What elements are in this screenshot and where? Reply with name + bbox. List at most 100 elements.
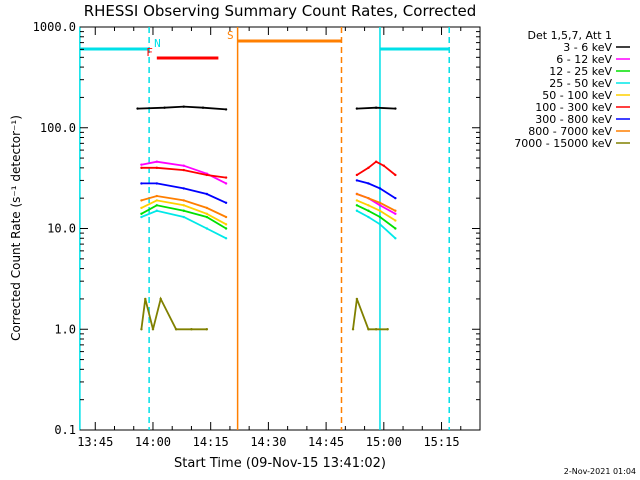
data-point-7-1-1 — [367, 196, 370, 200]
data-point-8-0-6 — [205, 328, 209, 331]
chart-title: RHESSI Observing Summary Count Rates, Co… — [84, 2, 477, 20]
legend-label-2: 12 - 25 keV — [549, 65, 612, 78]
data-point-4-0-0 — [140, 206, 143, 210]
data-point-5-1-1 — [367, 166, 370, 170]
x-tick-label-2: 14:15 — [193, 435, 229, 449]
data-point-5-0-2 — [182, 168, 185, 172]
data-point-4-1-3 — [394, 219, 397, 222]
data-point-8-0-4 — [174, 328, 178, 331]
y-axis-label: Corrected Count Rate (s⁻¹ detector⁻¹) — [9, 115, 23, 341]
data-point-4-1-2 — [378, 209, 382, 212]
series-line-0-0 — [137, 105, 227, 111]
legend-label-5: 100 - 300 keV — [535, 101, 612, 114]
data-point-1-1-2 — [378, 204, 382, 207]
data-point-8-0-3 — [159, 297, 162, 301]
data-point-3-0-3 — [205, 227, 209, 230]
data-point-3-0-2 — [182, 215, 185, 219]
data-point-0-1-1 — [374, 106, 378, 109]
data-point-8-0-1 — [144, 297, 147, 301]
data-point-6-1-3 — [394, 196, 397, 200]
data-point-1-0-2 — [182, 164, 185, 167]
data-point-2-1-1 — [367, 209, 370, 212]
series-line-6-1 — [356, 179, 396, 199]
legend-label-6: 300 - 800 keV — [535, 113, 612, 126]
series-lines — [136, 105, 397, 331]
axes: 0.1 1.0 10.0 100.0 1000.0 13:45 14:00 14:15 14:3… — [33, 20, 481, 449]
data-point-6-0-3 — [205, 192, 209, 196]
series-line-3-0 — [141, 209, 227, 240]
legend-label-0: 3 - 6 keV — [563, 41, 612, 54]
data-point-0-1-2 — [394, 107, 397, 110]
data-point-5-0-1 — [155, 166, 159, 170]
y-tick-label-2: 10.0 — [47, 222, 76, 236]
data-point-7-0-2 — [182, 199, 185, 202]
data-point-4-0-3 — [205, 212, 209, 215]
data-point-1-0-1 — [155, 160, 159, 163]
x-axis-label: Start Time (09-Nov-15 13:41:02) — [174, 456, 386, 471]
x-tick-label-4: 14:45 — [308, 435, 344, 449]
data-point-1-0-4 — [224, 182, 228, 185]
data-point-3-1-1 — [367, 215, 370, 219]
flag-n-label: N — [154, 37, 161, 50]
y-tick-label-4: 1000.0 — [33, 20, 76, 34]
data-point-8-0-2 — [151, 328, 155, 331]
data-point-5-1-3 — [382, 164, 386, 167]
data-point-4-0-2 — [182, 204, 185, 207]
flag-bars: NF S — [79, 29, 450, 60]
data-point-5-0-4 — [224, 176, 228, 179]
data-point-3-0-4 — [224, 237, 228, 240]
x-tick-label-5: 15:00 — [366, 435, 402, 449]
data-point-5-0-3 — [205, 173, 209, 177]
data-point-8-1-3 — [374, 328, 378, 331]
data-point-7-0-0 — [140, 199, 143, 202]
data-point-6-0-1 — [155, 182, 159, 185]
data-point-7-1-0 — [355, 192, 359, 196]
data-point-2-0-2 — [182, 209, 185, 212]
data-point-2-0-0 — [140, 212, 143, 215]
data-point-0-1-0 — [355, 107, 359, 110]
data-point-6-0-0 — [140, 182, 143, 185]
data-point-4-1-0 — [355, 199, 359, 202]
x-tick-label-3: 14:30 — [250, 435, 286, 449]
data-point-7-0-1 — [155, 194, 159, 198]
legend-label-3: 25 - 50 keV — [549, 77, 612, 90]
series-line-3-1 — [356, 210, 397, 239]
data-point-0-0-4 — [224, 108, 228, 111]
data-point-7-0-3 — [205, 206, 209, 210]
data-point-4-1-1 — [367, 204, 370, 207]
x-tick-label-0: 13:45 — [77, 435, 113, 449]
series-line-8-0 — [140, 296, 207, 331]
data-point-1-1-3 — [394, 212, 397, 215]
data-point-6-1-0 — [355, 179, 359, 182]
data-point-7-0-4 — [224, 215, 228, 219]
y-tick-label-1: 1.0 — [54, 322, 76, 336]
data-point-0-0-2 — [182, 105, 185, 108]
legend-label-7: 800 - 7000 keV — [528, 125, 612, 138]
data-point-8-1-4 — [386, 328, 389, 331]
data-point-5-1-0 — [355, 173, 359, 177]
data-point-0-0-0 — [136, 107, 139, 110]
flag-s-label: S — [227, 29, 234, 42]
data-point-8-0-5 — [190, 328, 193, 331]
data-point-2-1-2 — [378, 215, 382, 219]
data-point-1-0-0 — [140, 163, 143, 166]
data-point-5-1-2 — [374, 160, 378, 163]
data-point-6-0-4 — [224, 201, 228, 204]
data-point-6-1-2 — [378, 187, 382, 190]
data-point-2-1-3 — [394, 227, 397, 230]
series-line-2-1 — [356, 204, 396, 230]
data-point-2-1-0 — [355, 204, 359, 207]
timestamp: 2-Nov-2021 01:04 — [564, 467, 636, 476]
time-markers — [79, 27, 450, 430]
data-point-2-0-4 — [224, 227, 228, 230]
data-point-6-0-2 — [182, 187, 185, 190]
legend-header: Det 1,5,7, Att 1 — [528, 29, 612, 42]
data-point-5-1-4 — [394, 173, 397, 177]
data-point-4-0-1 — [155, 199, 159, 202]
data-point-6-1-1 — [367, 182, 370, 185]
data-point-2-0-3 — [205, 215, 209, 219]
data-point-8-0-0 — [140, 328, 143, 331]
data-point-7-1-2 — [378, 201, 382, 204]
